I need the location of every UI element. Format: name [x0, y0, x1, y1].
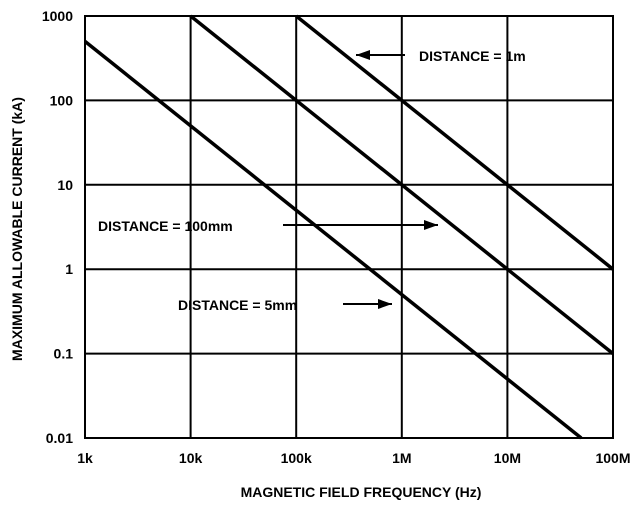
x-tick-label: 10k: [179, 450, 203, 466]
y-tick-label: 1: [65, 261, 73, 277]
y-tick-label: 0.1: [54, 346, 74, 362]
annotation-arrow-head: [356, 50, 370, 60]
x-tick-label: 100M: [595, 450, 630, 466]
annotation-arrow-head: [424, 220, 438, 230]
y-tick-label: 100: [50, 92, 74, 108]
grid: [85, 16, 613, 438]
x-tick-labels: 1k 10k 100k 1M 10M 100M: [77, 450, 630, 466]
y-tick-label: 1000: [42, 8, 73, 24]
annotation-label: DISTANCE = 100mm: [98, 218, 233, 234]
x-tick-label: 1M: [392, 450, 411, 466]
series-line-3: [83, 40, 583, 440]
y-axis-label: MAXIMUM ALLOWABLE CURRENT (kA): [9, 97, 25, 361]
y-tick-label: 0.01: [46, 430, 73, 446]
annotation-arrow-head: [378, 299, 392, 309]
x-tick-label: 1k: [77, 450, 93, 466]
annotation-label: DISTANCE = 5mm: [178, 297, 297, 313]
series-line-2: [189, 14, 615, 355]
x-axis-label: MAGNETIC FIELD FREQUENCY (Hz): [241, 484, 482, 500]
series-lines: [83, 14, 615, 440]
plot-frame: [84, 15, 614, 439]
x-tick-label: 10M: [494, 450, 521, 466]
annotation-label: DISTANCE = 1m: [419, 48, 526, 64]
y-tick-label: 10: [57, 177, 73, 193]
x-tick-label: 100k: [281, 450, 312, 466]
y-tick-labels: 0.01 0.1 1 10 100 1000: [42, 8, 73, 446]
series-line-1: [295, 14, 615, 271]
annotations: DISTANCE = 1m DISTANCE = 100mm DISTANCE = …: [98, 48, 526, 313]
